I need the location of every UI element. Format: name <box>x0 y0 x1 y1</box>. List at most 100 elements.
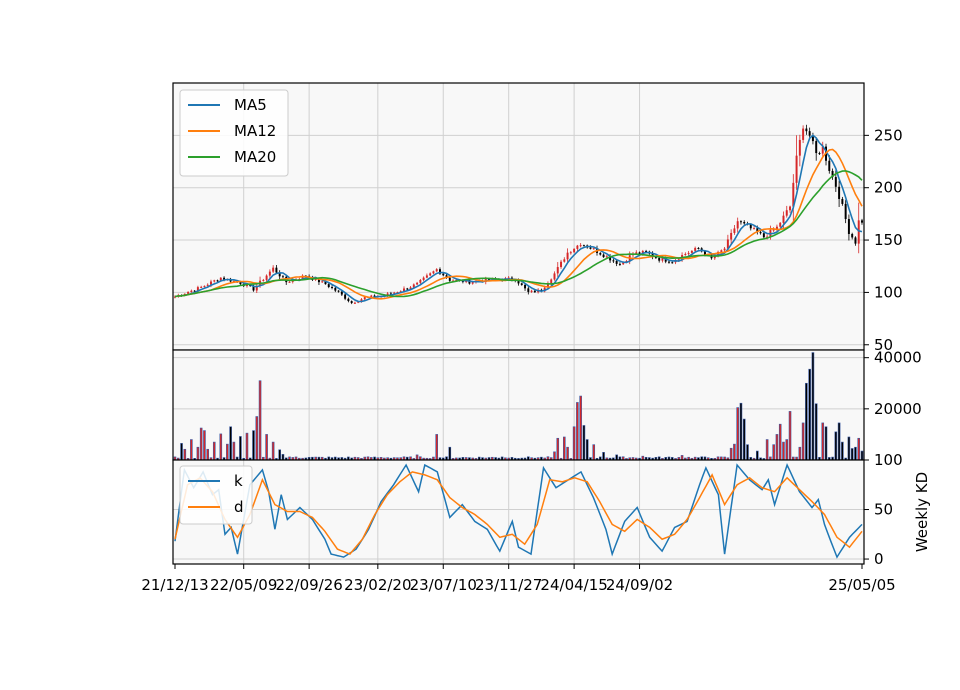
k-line <box>174 462 863 559</box>
candle-body <box>209 281 212 285</box>
volume-bar <box>615 454 618 461</box>
candle-body <box>566 252 569 260</box>
candle-body <box>203 285 206 287</box>
candle-body <box>507 277 510 279</box>
candle-body <box>429 273 432 276</box>
legend-ma5-label: MA5 <box>234 96 267 114</box>
candle-body <box>278 272 281 277</box>
volume-bar <box>556 437 560 461</box>
x-tick-label: 22/05/09 <box>210 576 277 594</box>
legend-k-label: k <box>234 472 243 490</box>
price-y-tick-label: 50 <box>874 336 893 354</box>
candle-body <box>560 261 563 268</box>
volume-y-tick-label: 20000 <box>874 400 922 418</box>
candle-body <box>779 222 782 227</box>
candle-body <box>448 277 451 281</box>
candle-body <box>520 283 523 285</box>
d-line <box>174 471 863 555</box>
candle-body <box>605 256 608 258</box>
volume-bar <box>850 448 854 461</box>
volume-bar <box>196 446 200 461</box>
candle-body <box>703 251 706 256</box>
candle-body <box>403 288 405 292</box>
volume-bar <box>736 407 739 461</box>
ma20-line <box>174 170 863 298</box>
candle-body <box>733 228 736 233</box>
candle-body <box>255 285 258 291</box>
volume-bar <box>271 441 275 461</box>
candle-body <box>775 226 778 230</box>
candle-body <box>223 277 226 280</box>
candle-body <box>425 275 428 278</box>
candle-body <box>635 252 638 254</box>
x-tick-label: 23/02/20 <box>344 576 411 594</box>
candle-body <box>622 261 625 265</box>
volume-bar <box>190 439 193 461</box>
volume-bar <box>278 449 281 461</box>
candle-body <box>399 291 402 293</box>
candle-body <box>321 281 324 283</box>
candle-body <box>690 250 693 253</box>
candle-body <box>442 273 445 276</box>
volume-bar <box>854 446 857 461</box>
candle-body <box>609 256 612 261</box>
candle-body <box>641 251 644 254</box>
candle-body <box>206 284 209 286</box>
candle-body <box>844 203 847 220</box>
volume-bar <box>841 441 844 461</box>
candle-body <box>615 260 618 264</box>
volume-bar <box>245 432 249 461</box>
candle-body <box>445 275 448 278</box>
candle-body <box>838 186 841 199</box>
volume-bar <box>180 443 183 461</box>
candle-body <box>438 269 441 274</box>
price-legend: MA5 MA12 MA20 <box>179 89 289 177</box>
candle-body <box>327 284 330 288</box>
candle-body <box>546 283 549 288</box>
candle-body <box>409 287 412 290</box>
price-y-tick-label: 150 <box>874 231 903 249</box>
candle-body <box>851 233 854 238</box>
candle-body <box>792 182 795 207</box>
candle-body <box>488 278 491 281</box>
candle-body <box>815 141 818 154</box>
candle-body <box>759 232 762 234</box>
volume-bar <box>814 403 818 461</box>
candle-body <box>386 293 389 296</box>
volume-y-tick-label: 40000 <box>874 349 922 367</box>
kd-y-tick-label: 50 <box>874 501 893 519</box>
volume-bar <box>733 443 736 461</box>
candle-body <box>654 256 657 258</box>
x-tick-label: 24/04/15 <box>540 576 607 594</box>
volume-bar <box>860 450 864 461</box>
candle-body <box>530 290 533 292</box>
volume-bar <box>252 430 255 461</box>
candle-body <box>831 170 834 178</box>
candle-body <box>396 292 399 294</box>
candle-body <box>353 302 356 304</box>
volume-bar <box>821 422 825 461</box>
candle-body <box>756 228 759 233</box>
candle-body <box>684 253 687 256</box>
volume-bar <box>448 446 452 461</box>
candle-body <box>344 294 347 299</box>
volume-bar <box>775 434 779 461</box>
candle-body <box>268 271 271 276</box>
volume-bar <box>798 446 802 461</box>
candle-body <box>573 248 576 253</box>
candle-body <box>861 220 863 223</box>
candle-body <box>533 290 536 293</box>
candle-body <box>687 252 690 254</box>
volume-bar <box>183 448 187 461</box>
price-grid <box>173 83 864 350</box>
candle-body <box>563 259 566 262</box>
candle-body <box>828 160 831 171</box>
candle-body <box>857 220 860 244</box>
candle-body <box>798 139 801 156</box>
candle-body <box>337 290 340 292</box>
candle-body <box>272 267 275 272</box>
candle-body <box>265 275 268 280</box>
candle-body <box>795 155 798 183</box>
volume-bar <box>808 368 811 461</box>
volume-bar <box>811 352 815 461</box>
